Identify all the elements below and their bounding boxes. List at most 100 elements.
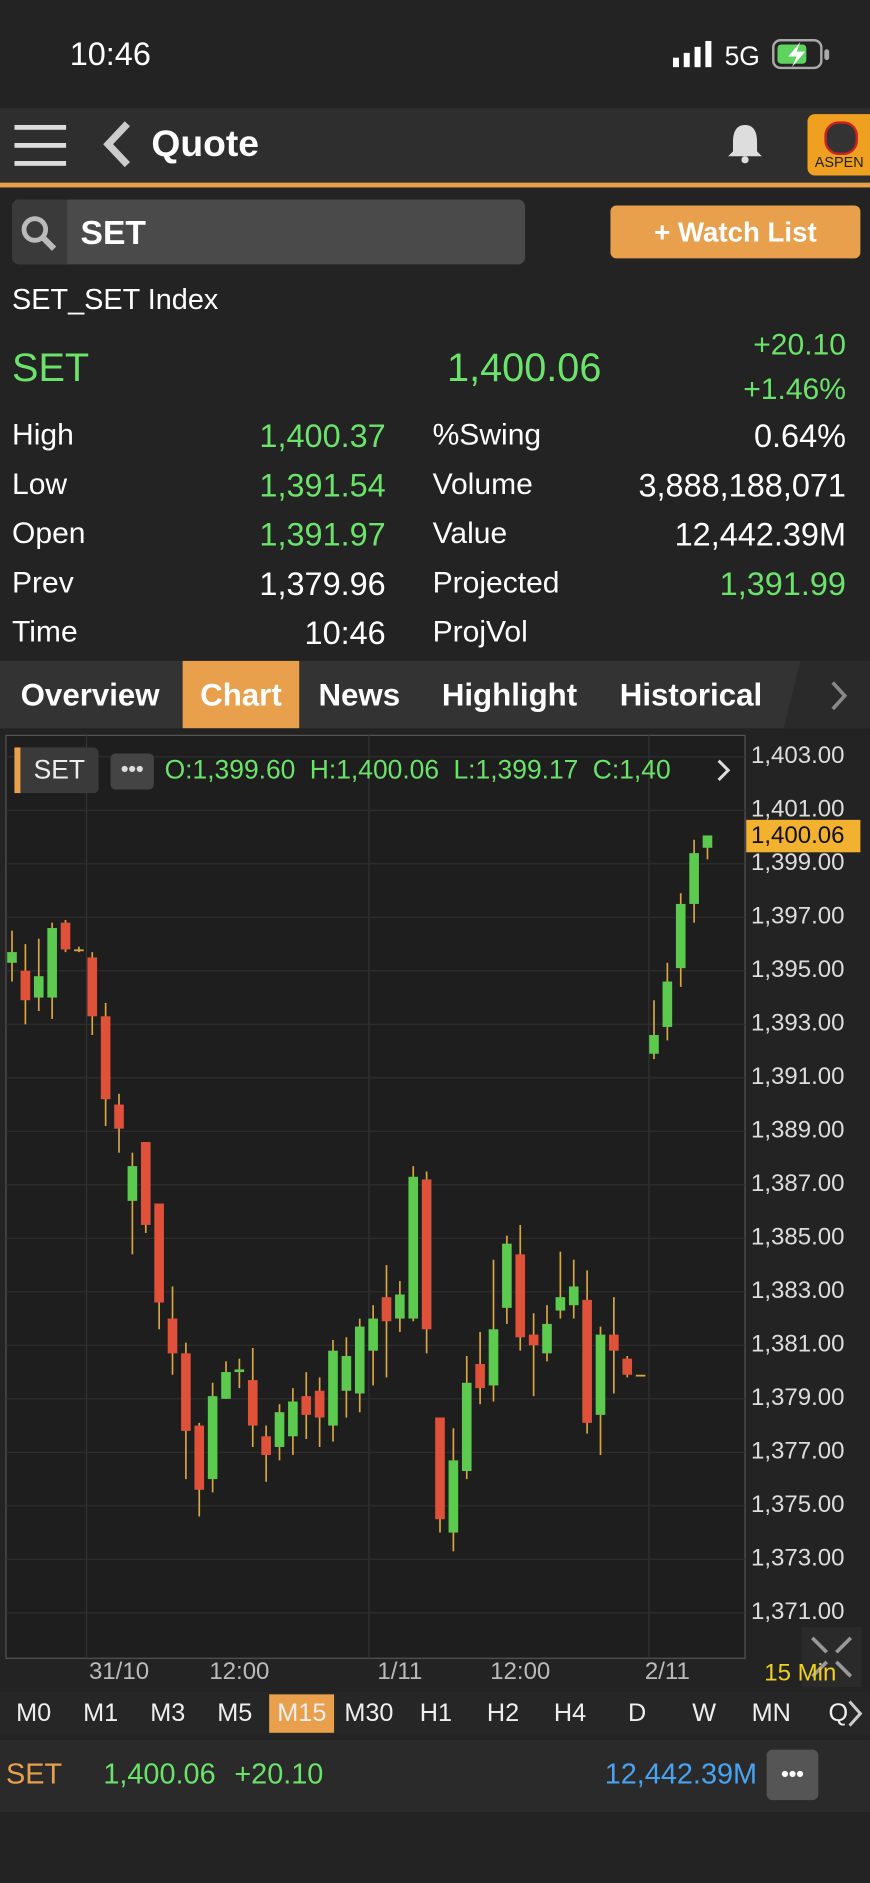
timeframe[interactable]: MN [751,1699,791,1727]
symbol-badge-bar [14,747,21,794]
candles [7,835,713,1552]
y-tick-label: 1,393.00 [751,1010,844,1037]
tab[interactable]: Overview [0,660,181,729]
search-box[interactable]: SET [12,199,526,265]
timeframe[interactable]: H4 [553,1699,587,1727]
candle-body [448,1460,459,1533]
timeframe[interactable]: H2 [486,1699,520,1727]
candle-body [154,1203,164,1303]
candle-body [60,922,71,950]
candle-body [341,1356,352,1391]
nav-underline [0,182,870,188]
battery-icon [772,39,830,70]
x-tick-label: 31/10 [89,1658,149,1685]
candle-body [622,1358,633,1375]
tab[interactable]: Chart [182,660,300,729]
candle-body [408,1176,419,1319]
y-tick-label: 1,403.00 [751,742,844,769]
candle-body [33,976,44,998]
stat-value: 12,442.39M [674,516,846,553]
plot-area [5,734,746,1659]
stat-value: 1,400.37 [259,418,386,455]
bottom-change: +20.10 [234,1758,324,1791]
stat-label: ProjVol [432,615,528,649]
timeframe[interactable]: M0 [16,1699,52,1727]
candle-body [140,1142,151,1225]
candle-body [649,1035,659,1054]
candle-body [194,1425,205,1490]
candle-body [395,1294,405,1319]
chart-menu-dots: ••• [121,756,144,781]
candle-body [261,1436,271,1455]
x-tick-label: 1/11 [377,1658,422,1685]
nav-bar [0,108,870,184]
status-time: 10:46 [69,36,151,73]
ohlc-value: C:1,40 [593,754,671,784]
stat-label: High [12,418,74,452]
timeframe[interactable]: M15 [269,1694,335,1733]
stat-value: 3,888,188,071 [638,467,846,504]
expand-button[interactable] [801,1627,862,1688]
timeframe-arrow[interactable] [846,1699,865,1728]
y-tick-label: 1,391.00 [751,1063,844,1090]
stat-label: Value [432,516,508,551]
stat-value: 1,391.54 [259,467,386,504]
candle-body [488,1329,499,1386]
bottom-price: 1,400.06 [103,1758,216,1791]
candle-body [301,1396,312,1415]
timeframe[interactable]: Q [828,1699,849,1727]
y-tick-label: 1,373.00 [751,1545,844,1572]
candle-body [582,1299,592,1423]
y-tick-label: 1,381.00 [751,1331,844,1358]
candle-body [461,1382,472,1472]
tab[interactable]: News [300,660,419,729]
stat-label: Low [12,467,68,502]
timeframe[interactable]: D [627,1699,647,1727]
signal-icon [672,40,712,68]
y-tick-label: 1,397.00 [751,903,844,930]
bell-button[interactable] [726,123,764,164]
menu-button[interactable] [14,123,67,169]
timeframe[interactable]: M30 [344,1699,394,1727]
candle-body [100,1016,111,1100]
x-tick-label: 12:00 [209,1658,269,1685]
candle-body [127,1166,138,1201]
candle-body [435,1417,445,1520]
candle-body [689,853,699,904]
y-tick-label: 1,401.00 [751,796,844,823]
timeframe[interactable]: M5 [217,1699,253,1727]
timeframe[interactable]: W [692,1699,717,1727]
timeframe[interactable]: H1 [419,1699,453,1727]
candle-body [635,1374,646,1377]
watchlist-button[interactable]: + Watch List [610,205,861,259]
logo-text: ASPEN [814,153,864,171]
timeframe[interactable]: M3 [150,1699,186,1727]
timeframe[interactable]: M1 [83,1699,119,1727]
tab[interactable]: Historical [600,660,782,729]
logo-globe [824,121,858,156]
chart-menu-button[interactable] [110,753,154,790]
tab[interactable]: Highlight [420,660,599,729]
info-arrow [717,759,731,781]
bottom-menu-button[interactable]: ••• [766,1749,819,1801]
bottom-symbol: SET [6,1758,63,1791]
candle-body [502,1243,512,1308]
stat-value: 0.64% [753,418,846,455]
y-tick-label: 1,389.00 [751,1117,844,1144]
candle-body [288,1401,298,1437]
x-tick-label: 12:00 [490,1658,550,1685]
quote-symbol: SET [12,344,90,390]
back-button[interactable] [101,120,135,168]
tab-scroll[interactable] [783,660,870,729]
candle-body [354,1326,365,1394]
bottom-value: 12,442.39M [604,1758,758,1791]
stat-label: Prev [12,565,74,600]
y-tick-label: 1,383.00 [751,1277,844,1304]
candle-body [702,835,713,848]
candle-body [555,1297,566,1311]
stat-label: Open [12,516,86,551]
y-tick-label: 1,399.00 [751,849,844,876]
logo[interactable]: ASPEN [807,114,870,176]
stat-label: Time [12,615,78,649]
